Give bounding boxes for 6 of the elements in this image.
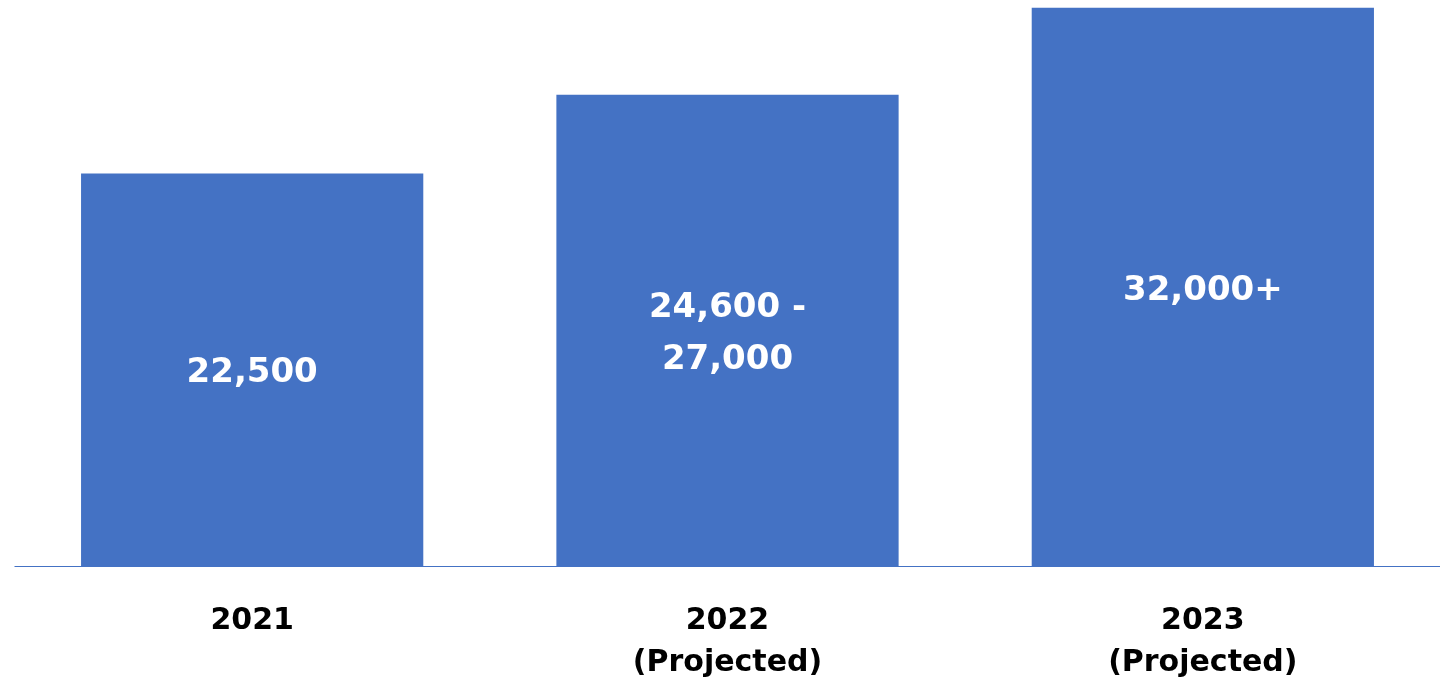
x-tick-label: 2022 (Projected) xyxy=(632,600,823,678)
x-tick-label: 2023 (Projected) xyxy=(1108,600,1298,678)
data-label: 32,000+ xyxy=(1122,267,1283,308)
x-tick-label: 2021 xyxy=(210,600,294,636)
data-label: 22,500 xyxy=(186,350,318,391)
data-label: 24,600 - 27,000 xyxy=(648,284,807,377)
